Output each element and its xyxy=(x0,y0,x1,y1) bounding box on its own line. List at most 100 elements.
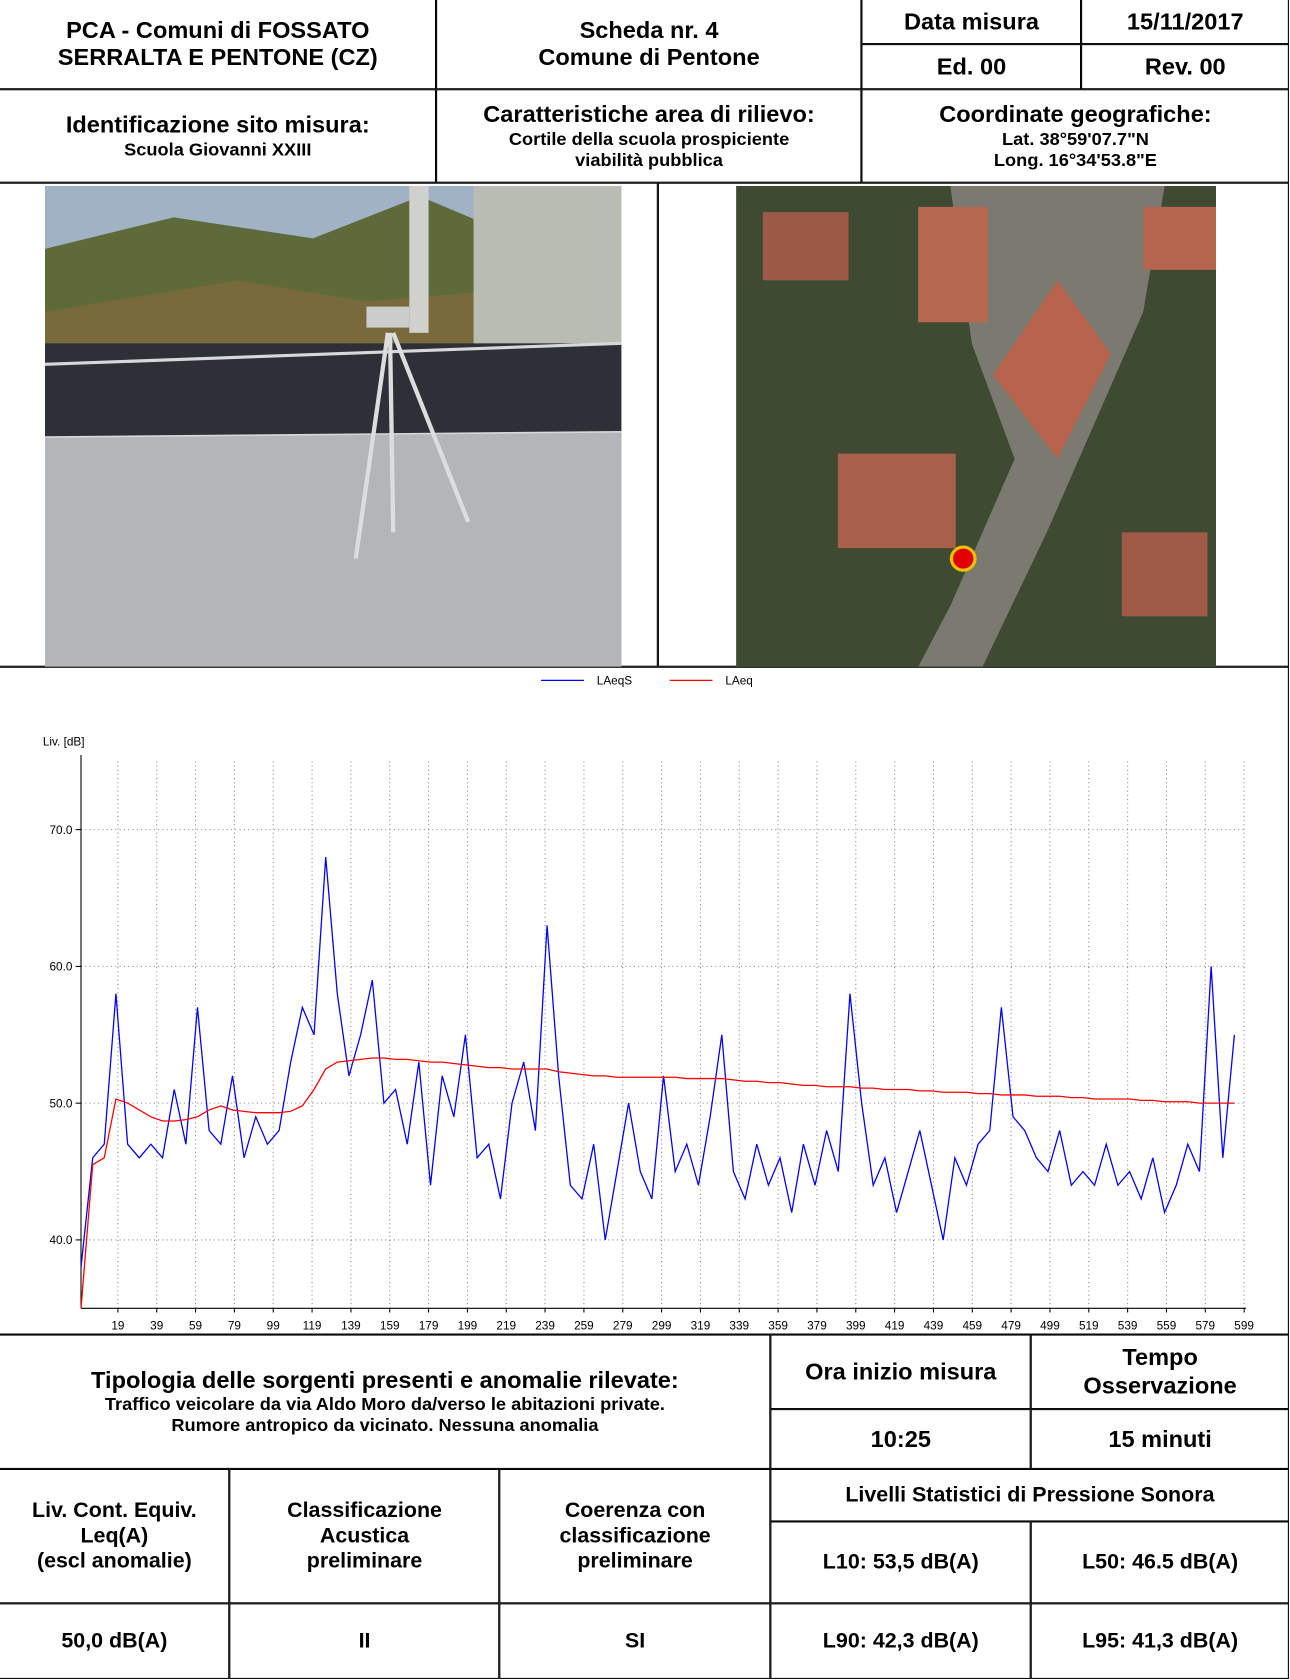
area-label: Caratteristiche area di rilievo: xyxy=(483,101,814,129)
series-line xyxy=(81,857,1234,1267)
leq-value: 50,0 dB(A) xyxy=(0,1604,230,1680)
text: Tempo xyxy=(1122,1344,1198,1372)
x-tick-label: 479 xyxy=(1002,1320,1022,1333)
x-tick-label: 599 xyxy=(1235,1320,1255,1333)
y-tick-label: 50.0 xyxy=(50,1098,73,1111)
text: 10:25 xyxy=(871,1425,931,1453)
x-tick-label: 559 xyxy=(1157,1320,1177,1333)
sheet: Comune di Pentone xyxy=(538,44,759,72)
observation-label: Tempo Osservazione xyxy=(1031,1335,1289,1410)
x-tick-label: 399 xyxy=(846,1320,866,1333)
coord-label: Coordinate geografiche: xyxy=(939,101,1211,129)
x-tick-label: 439 xyxy=(924,1320,944,1333)
x-tick-label: 299 xyxy=(652,1320,672,1333)
l90: L90: 42,3 dB(A) xyxy=(771,1604,1031,1680)
x-tick-label: 219 xyxy=(497,1320,517,1333)
x-tick-label: 199 xyxy=(458,1320,478,1333)
map xyxy=(736,186,1216,667)
long: Long. 16°34'53.8"E xyxy=(994,150,1157,171)
title: PCA - Comuni di FOSSATO xyxy=(66,17,369,45)
coherence-label: Coerenza con classificazione preliminare xyxy=(500,1469,771,1603)
x-tick-label: 339 xyxy=(730,1320,750,1333)
y-tick-label: 70.0 xyxy=(50,824,73,837)
text: SI xyxy=(625,1629,645,1654)
x-tick-label: 139 xyxy=(341,1320,361,1333)
text: 50,0 dB(A) xyxy=(61,1629,167,1654)
text: Livelli Statistici di Pressione Sonora xyxy=(845,1483,1214,1508)
site-value: Scuola Giovanni XXIII xyxy=(124,139,311,160)
start-value: 10:25 xyxy=(771,1409,1031,1469)
text: Rev. 00 xyxy=(1145,53,1226,81)
x-tick-label: 459 xyxy=(963,1320,983,1333)
text: 15/11/2017 xyxy=(1127,8,1244,36)
text: preliminare xyxy=(307,1549,423,1574)
sources-cell: Tipologia delle sorgenti presenti e anom… xyxy=(0,1335,771,1469)
leq-label: Liv. Cont. Equiv. Leq(A) (escl anomalie) xyxy=(0,1469,230,1603)
title: SERRALTA E PENTONE (CZ) xyxy=(58,44,378,72)
l10: L10: 53,5 dB(A) xyxy=(771,1522,1031,1604)
series-line xyxy=(81,1058,1234,1308)
x-tick-label: 239 xyxy=(536,1320,556,1333)
x-tick-label: 39 xyxy=(150,1320,163,1333)
sheet: Scheda nr. 4 xyxy=(580,17,719,45)
area-value: Cortile della scuola prospiciente xyxy=(509,129,789,150)
x-tick-label: 419 xyxy=(885,1320,905,1333)
text: Leq(A) xyxy=(80,1524,148,1549)
text: classificazione xyxy=(559,1524,710,1549)
text: Classificazione xyxy=(287,1499,442,1524)
site-cell: Identificazione sito misura: Scuola Giov… xyxy=(0,90,436,183)
page: PCA - Comuni di FOSSATO SERRALTA E PENTO… xyxy=(0,0,1290,1680)
text: Ora inizio misura xyxy=(805,1358,996,1386)
lat: Lat. 38°59'07.7"N xyxy=(1002,129,1149,150)
area-cell: Caratteristiche area di rilievo: Cortile… xyxy=(436,90,861,183)
date: 15/11/2017 xyxy=(1081,0,1289,44)
text: (escl anomalie) xyxy=(37,1549,192,1574)
text: preliminare xyxy=(577,1549,693,1574)
start-label: Ora inizio misura xyxy=(771,1335,1031,1410)
x-tick-label: 159 xyxy=(380,1320,400,1333)
text: Osservazione xyxy=(1083,1372,1236,1400)
l95: L95: 41,3 dB(A) xyxy=(1031,1604,1289,1680)
x-tick-label: 179 xyxy=(419,1320,439,1333)
x-tick-label: 79 xyxy=(228,1320,241,1333)
x-tick-label: 319 xyxy=(691,1320,711,1333)
sheet-cell: Scheda nr. 4 Comune di Pentone xyxy=(436,0,861,90)
sources-label: Tipologia delle sorgenti presenti e anom… xyxy=(91,1367,679,1395)
text: Data misura xyxy=(904,8,1039,36)
revision: Rev. 00 xyxy=(1081,44,1289,89)
text: Liv. Cont. Equiv. xyxy=(32,1499,197,1524)
text: Acustica xyxy=(320,1524,409,1549)
text: 15 minuti xyxy=(1108,1425,1211,1453)
text: II xyxy=(359,1629,371,1654)
x-tick-label: 499 xyxy=(1040,1320,1060,1333)
sources-text: Traffico veicolare da via Aldo Moro da/v… xyxy=(105,1394,665,1415)
observation-value: 15 minuti xyxy=(1031,1409,1289,1469)
x-tick-label: 519 xyxy=(1079,1320,1099,1333)
x-tick-label: 119 xyxy=(303,1320,322,1333)
classification-label: Classificazione Acustica preliminare xyxy=(230,1469,500,1603)
text: Ed. 00 xyxy=(937,53,1006,81)
y-axis-label: Liv. [dB] xyxy=(43,736,85,749)
site-label: Identificazione sito misura: xyxy=(66,112,370,140)
coherence-value: SI xyxy=(500,1604,771,1680)
classification-value: II xyxy=(230,1604,500,1680)
x-tick-label: 259 xyxy=(574,1320,594,1333)
photo-cell xyxy=(0,183,658,667)
x-tick-label: 539 xyxy=(1118,1320,1138,1333)
sources-text: Rumore antropico da vicinato. Nessuna an… xyxy=(171,1416,598,1437)
x-tick-label: 99 xyxy=(267,1320,280,1333)
y-tick-label: 40.0 xyxy=(50,1234,73,1247)
x-tick-label: 19 xyxy=(112,1320,125,1333)
text: L95: 41,3 dB(A) xyxy=(1082,1629,1238,1654)
x-tick-label: 379 xyxy=(807,1320,827,1333)
coord-cell: Coordinate geografiche: Lat. 38°59'07.7"… xyxy=(862,90,1290,183)
statistics-label: Livelli Statistici di Pressione Sonora xyxy=(771,1469,1290,1522)
map-cell xyxy=(658,183,1289,667)
legend-label: LAeqS xyxy=(597,675,633,688)
area-value: viabilità pubblica xyxy=(575,150,723,171)
y-tick-label: 60.0 xyxy=(50,961,73,974)
title-cell: PCA - Comuni di FOSSATO SERRALTA E PENTO… xyxy=(0,0,436,90)
text: L90: 42,3 dB(A) xyxy=(823,1629,979,1654)
text: L10: 53,5 dB(A) xyxy=(823,1550,979,1575)
